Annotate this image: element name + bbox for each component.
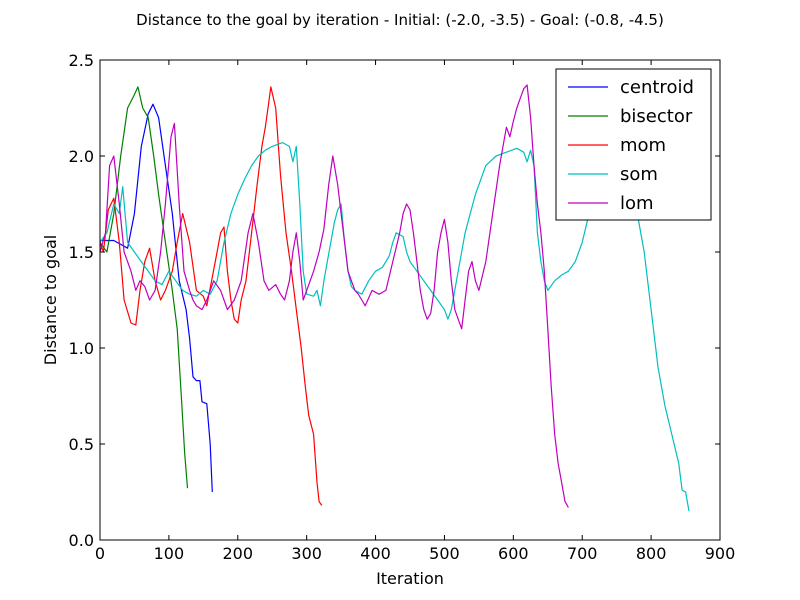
y-axis-label: Distance to goal <box>41 235 60 365</box>
x-tick-label: 200 <box>223 544 254 563</box>
tick-layer: 0 100 200 300 400 500 600 700 800 900 0.0 0.5 1.0 1.5… <box>69 51 736 563</box>
y-tick-label: 2.5 <box>69 51 94 70</box>
y-tick-label: 1.5 <box>69 243 94 262</box>
series-line-bisector <box>99 86 189 489</box>
legend-label-bisector: bisector <box>620 106 693 127</box>
x-tick-label: 900 <box>705 544 736 563</box>
legend-label-mom: mom <box>620 135 666 156</box>
legend-label-lom: lom <box>620 193 654 214</box>
legend: centroid bisector mom som lom <box>555 68 712 221</box>
series-layer <box>99 84 690 512</box>
x-tick-label: 600 <box>498 544 529 563</box>
legend-label-som: som <box>620 164 658 185</box>
x-tick-label: 400 <box>360 544 391 563</box>
series-line-som <box>99 140 690 512</box>
series-line-lom <box>99 84 569 508</box>
plot-frame <box>99 59 721 541</box>
series-line-mom <box>99 86 323 506</box>
y-tick-label: 2.0 <box>69 147 94 166</box>
x-tick-label: 0 <box>95 544 105 563</box>
x-tick-label: 100 <box>154 544 185 563</box>
x-tick-label: 300 <box>291 544 322 563</box>
series-line-centroid <box>100 103 213 493</box>
x-axis-label: Iteration <box>376 569 444 588</box>
y-tick-label: 0.0 <box>69 531 94 550</box>
y-tick-label: 1.0 <box>69 339 94 358</box>
x-tick-label: 800 <box>636 544 667 563</box>
legend-label-centroid: centroid <box>620 77 694 98</box>
y-tick-label: 0.5 <box>69 435 94 454</box>
chart-title: Distance to the goal by iteration - Init… <box>136 11 664 29</box>
x-tick-label: 500 <box>429 544 460 563</box>
x-tick-label: 700 <box>567 544 598 563</box>
